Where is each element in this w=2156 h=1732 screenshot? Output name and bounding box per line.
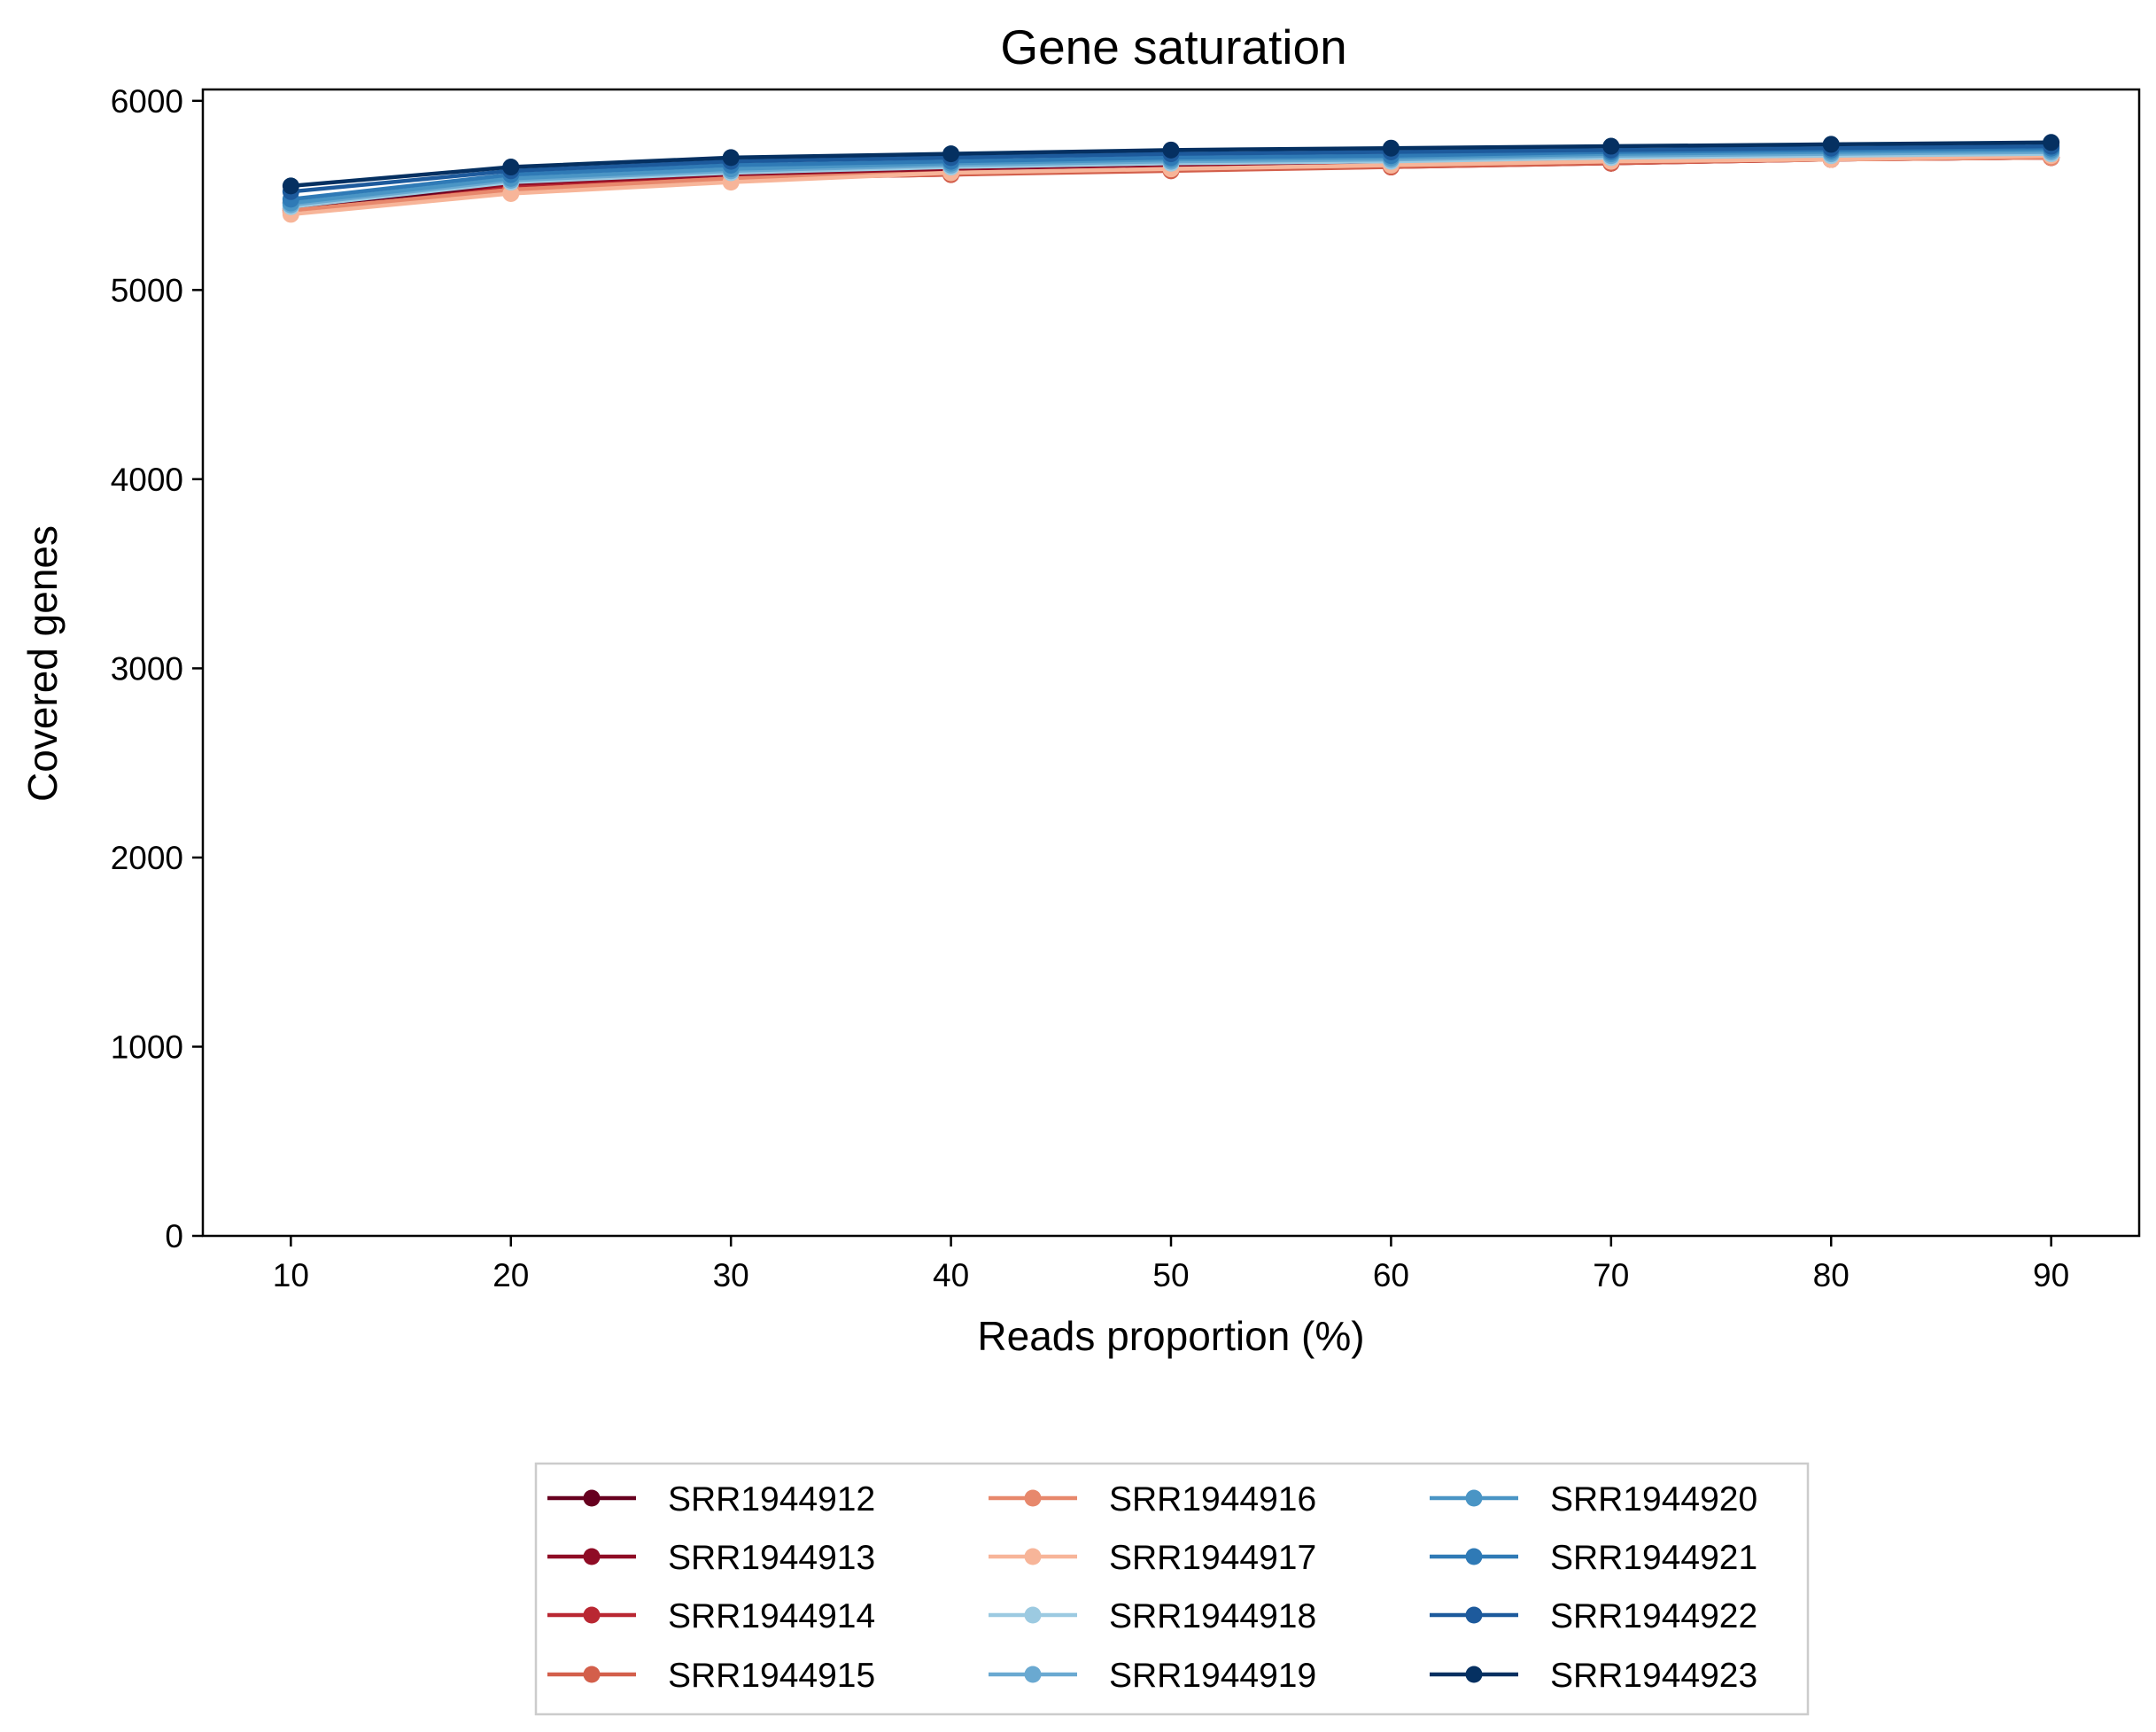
data-point bbox=[1382, 139, 1400, 157]
legend-swatch-marker bbox=[1465, 1606, 1483, 1624]
legend-label: SRR1944920 bbox=[1550, 1480, 1757, 1518]
y-tick-label: 3000 bbox=[111, 650, 183, 687]
legend-label: SRR1944917 bbox=[1109, 1539, 1316, 1577]
legend-swatch-marker bbox=[1024, 1666, 1042, 1683]
x-axis-label: Reads proportion (%) bbox=[977, 1313, 1364, 1359]
x-tick-label: 70 bbox=[1593, 1257, 1629, 1293]
data-point bbox=[1822, 136, 1840, 153]
x-tick-label: 20 bbox=[492, 1257, 529, 1293]
data-point bbox=[2043, 134, 2060, 151]
series-SRR1944923 bbox=[282, 134, 2060, 195]
legend-label: SRR1944916 bbox=[1109, 1480, 1316, 1518]
y-tick-label: 5000 bbox=[111, 272, 183, 308]
legend-entry: SRR1944914 bbox=[547, 1597, 875, 1635]
legend-entry: SRR1944923 bbox=[1430, 1657, 1757, 1695]
legend-entries: SRR1944912 SRR1944913 SRR1944914 SRR1944915… bbox=[547, 1480, 1757, 1695]
legend-label: SRR1944914 bbox=[668, 1597, 875, 1635]
data-point bbox=[502, 159, 520, 176]
x-tick-label: 10 bbox=[273, 1257, 309, 1293]
x-tick-label: 60 bbox=[1373, 1257, 1409, 1293]
chart-title: Gene saturation bbox=[1000, 19, 1346, 74]
x-tick-label: 90 bbox=[2033, 1257, 2069, 1293]
legend-entry: SRR1944918 bbox=[989, 1597, 1316, 1635]
x-tick-label: 30 bbox=[713, 1257, 749, 1293]
legend-entry: SRR1944917 bbox=[989, 1539, 1316, 1577]
legend-entry: SRR1944922 bbox=[1430, 1597, 1757, 1635]
legend-entry: SRR1944921 bbox=[1430, 1539, 1757, 1577]
legend-swatch-marker bbox=[1024, 1548, 1042, 1565]
legend-swatch-marker bbox=[583, 1548, 601, 1565]
x-tick-label: 40 bbox=[933, 1257, 969, 1293]
legend-entry: SRR1944915 bbox=[547, 1657, 875, 1695]
legend-label: SRR1944919 bbox=[1109, 1657, 1316, 1695]
y-tick-label: 6000 bbox=[111, 83, 183, 120]
legend-swatch-marker bbox=[583, 1606, 601, 1624]
data-point bbox=[1602, 137, 1620, 155]
legend-frame bbox=[534, 1462, 1810, 1716]
legend-swatch-marker bbox=[1024, 1606, 1042, 1624]
legend-entry: SRR1944912 bbox=[547, 1480, 875, 1518]
legend-entry: SRR1944916 bbox=[989, 1480, 1316, 1518]
y-axis-label: Covered genes bbox=[19, 525, 66, 802]
legend-entry: SRR1944920 bbox=[1430, 1480, 1757, 1518]
legend-label: SRR1944912 bbox=[668, 1480, 875, 1518]
legend-label: SRR1944923 bbox=[1550, 1657, 1757, 1695]
legend-label: SRR1944915 bbox=[668, 1657, 875, 1695]
x-axis-ticks: 10 20 30 40 50 60 70 80 90 bbox=[273, 1236, 2069, 1293]
legend: SRR1944912 SRR1944913 SRR1944914 SRR1944915… bbox=[534, 1462, 1810, 1716]
data-point bbox=[282, 177, 299, 195]
legend-swatch-marker bbox=[1024, 1489, 1042, 1507]
y-tick-label: 0 bbox=[165, 1218, 183, 1254]
y-axis-ticks: 0 1000 2000 3000 4000 5000 6000 bbox=[111, 83, 203, 1254]
data-point bbox=[1162, 141, 1180, 159]
legend-swatch-marker bbox=[1465, 1489, 1483, 1507]
legend-label: SRR1944922 bbox=[1550, 1597, 1757, 1635]
plot-series bbox=[282, 134, 2060, 223]
y-tick-label: 2000 bbox=[111, 840, 183, 876]
legend-swatch-marker bbox=[583, 1489, 601, 1507]
data-point bbox=[722, 149, 740, 167]
legend-label: SRR1944921 bbox=[1550, 1539, 1757, 1577]
legend-entry: SRR1944913 bbox=[547, 1539, 875, 1577]
data-point bbox=[942, 145, 960, 163]
legend-swatch-marker bbox=[1465, 1666, 1483, 1683]
y-tick-label: 4000 bbox=[111, 462, 183, 498]
legend-entry: SRR1944919 bbox=[989, 1657, 1316, 1695]
legend-label: SRR1944913 bbox=[668, 1539, 875, 1577]
legend-swatch-marker bbox=[1465, 1548, 1483, 1565]
legend-label: SRR1944918 bbox=[1109, 1597, 1316, 1635]
y-tick-label: 1000 bbox=[111, 1029, 183, 1065]
legend-swatch-marker bbox=[583, 1666, 601, 1683]
x-tick-label: 50 bbox=[1152, 1257, 1189, 1293]
x-tick-label: 80 bbox=[1813, 1257, 1850, 1293]
